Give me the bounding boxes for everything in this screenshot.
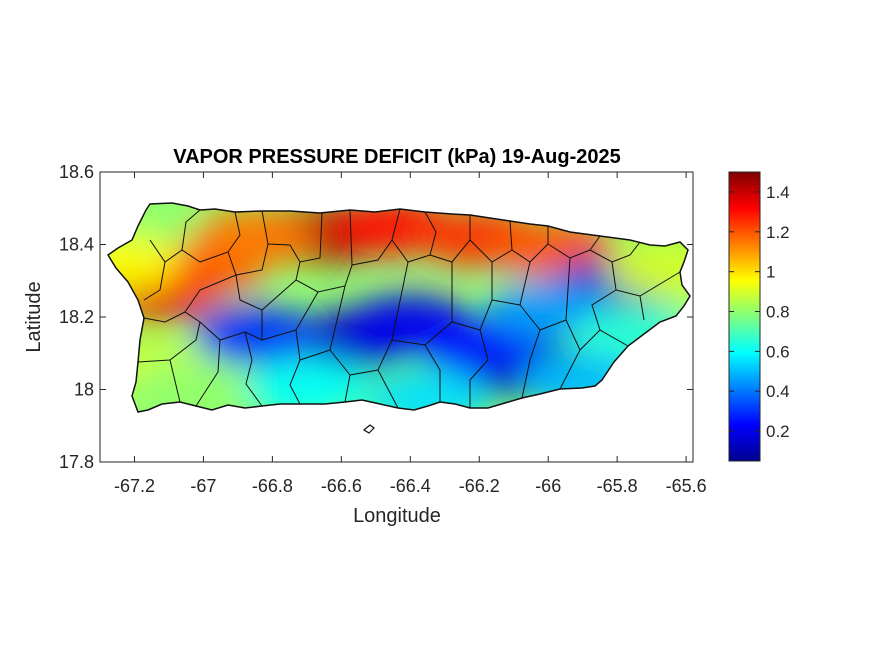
municipal-border [137,321,201,363]
municipal-border [199,321,263,341]
vpd-region [606,239,690,300]
y-tick-label: 18.6 [59,162,94,182]
y-tick-label: 18.2 [59,307,94,327]
colorbar-ticks: 0.2 0.4 0.6 0.8 1 1.2 1.4 [729,183,790,441]
municipal-border [149,239,201,263]
colorbar-gradient [728,171,761,462]
x-tick-label: -66.2 [459,476,500,496]
vpd-region [365,370,490,412]
plot-area: -67.2 -67 -66.8 -66.6 -66.4 -66.2 -66 -65.8 -65.… [59,162,707,496]
municipal-border [579,329,601,351]
colorbar-tick-label: 0.2 [766,422,790,441]
y-tick-label: 17.8 [59,452,94,472]
colorbar-tick-label: 1.2 [766,223,790,242]
x-axis-label: Longitude [353,505,441,527]
municipal-border [349,261,409,376]
municipal-border [199,211,241,263]
municipal-border [143,311,201,323]
y-tick-label: 18.4 [59,235,94,255]
municipal-border [143,261,166,301]
municipal-border [195,339,221,407]
municipal-border [351,208,401,266]
municipal-border [591,289,629,347]
municipal-border [377,369,399,409]
y-tick-label: 18 [74,380,94,400]
colorbar-tick-label: 0.4 [766,382,790,401]
municipal-border [547,235,601,259]
municipal-border [589,241,641,263]
x-tick-label: -67.2 [114,476,155,496]
municipal-border [295,209,353,293]
municipal-border [181,209,201,251]
municipal-border [469,329,489,408]
x-tick-label: -67 [190,476,216,496]
municipal-border [451,262,493,331]
colorbar-tick-label: 1 [766,263,775,282]
x-tick-label: -66.8 [252,476,293,496]
municipal-border [184,274,237,313]
municipal-border [169,359,181,403]
y-axis-label: Latitude [23,281,45,352]
municipal-border [391,262,453,346]
colorbar-tick-label: 0.6 [766,342,790,361]
municipal-border [227,210,269,276]
caja-de-muertos-island [362,424,375,434]
municipal-border [469,220,513,263]
x-axis-ticks: -67.2 -67 -66.8 -66.6 -66.4 -66.2 -66 -65.8 -65.… [114,172,707,496]
vpd-region [193,207,318,268]
chart-title: VAPOR PRESSURE DEFICIT (kPa) 19-Aug-2025 [173,146,621,168]
vpd-region [193,305,318,366]
x-tick-label: -65.8 [597,476,638,496]
x-tick-label: -66 [535,476,561,496]
y-axis-ticks: 17.8 18 18.2 18.4 18.6 [59,162,693,472]
municipal-border [639,295,645,321]
colorbar-tick-label: 1.4 [766,183,790,202]
municipal-borders [137,208,681,409]
municipal-border [235,274,297,311]
x-tick-label: -65.6 [666,476,707,496]
vpd-region [124,359,249,412]
x-tick-label: -66.4 [390,476,431,496]
vpd-region [108,232,180,293]
municipal-border [429,215,471,263]
municipal-border [519,304,541,399]
municipal-border [244,331,263,407]
x-tick-label: -66.6 [321,476,362,496]
municipal-border [289,329,301,405]
municipal-border [424,344,441,402]
colorbar: 0.2 0.4 0.6 0.8 1 1.2 1.4 [728,171,790,462]
colorbar-tick-label: 0.8 [766,303,790,322]
municipal-border [511,226,549,263]
